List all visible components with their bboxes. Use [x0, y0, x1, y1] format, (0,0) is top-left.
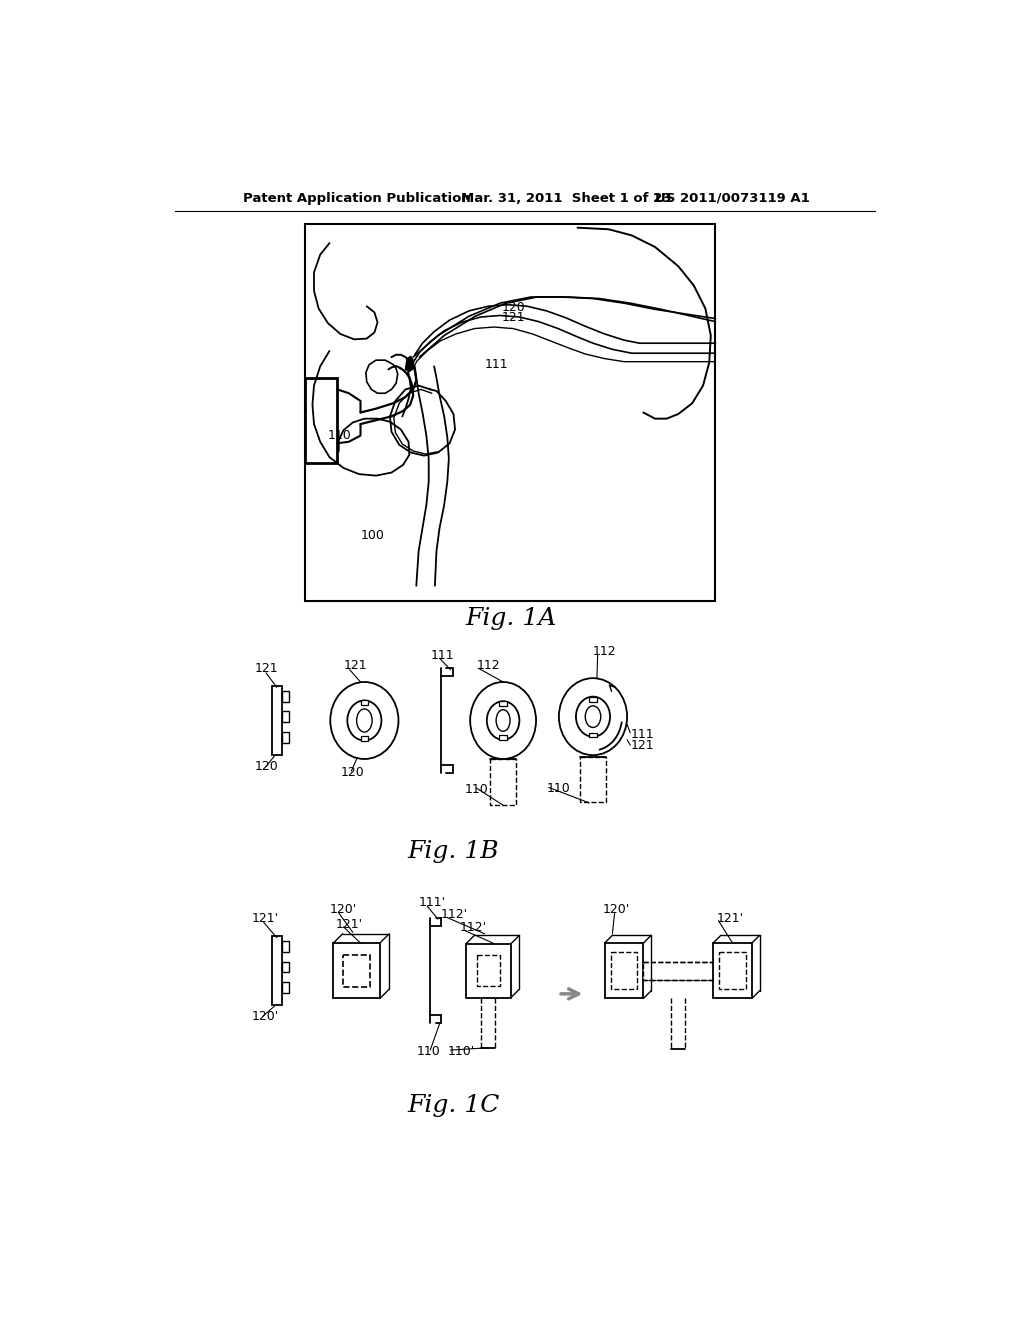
Bar — [500, 701, 507, 706]
Polygon shape — [406, 356, 414, 372]
Bar — [272, 936, 283, 1006]
Bar — [643, 961, 713, 979]
Text: 111': 111' — [419, 896, 445, 909]
Bar — [580, 758, 606, 803]
Text: 121: 121 — [343, 659, 367, 672]
Bar — [589, 697, 597, 702]
Bar — [283, 711, 289, 722]
Bar — [272, 686, 283, 755]
Bar — [283, 692, 289, 702]
Bar — [305, 224, 716, 601]
Text: 120': 120' — [330, 903, 356, 916]
Text: 112: 112 — [593, 644, 616, 657]
Text: 121': 121' — [252, 912, 280, 925]
Bar — [360, 737, 369, 741]
Bar — [360, 701, 369, 705]
Text: US 2011/0073119 A1: US 2011/0073119 A1 — [655, 191, 810, 205]
Text: 110': 110' — [449, 1045, 475, 1059]
Text: 100: 100 — [360, 529, 384, 543]
Text: 121': 121' — [717, 912, 744, 925]
Text: 110: 110 — [465, 783, 488, 796]
Bar — [466, 944, 511, 998]
Ellipse shape — [347, 701, 381, 741]
Text: Mar. 31, 2011  Sheet 1 of 23: Mar. 31, 2011 Sheet 1 of 23 — [461, 191, 672, 205]
Text: 120: 120 — [502, 301, 525, 314]
Bar — [477, 956, 500, 986]
Bar — [719, 952, 745, 989]
Text: Fig. 1A: Fig. 1A — [465, 607, 556, 631]
Text: 120: 120 — [341, 766, 365, 779]
Text: 121: 121 — [254, 661, 278, 675]
Bar — [283, 982, 289, 993]
Ellipse shape — [559, 678, 627, 755]
Ellipse shape — [470, 682, 536, 759]
Text: 121: 121 — [630, 739, 654, 752]
Ellipse shape — [575, 697, 610, 737]
Text: 110: 110 — [547, 781, 570, 795]
Text: 111: 111 — [430, 648, 454, 661]
Bar — [343, 954, 370, 987]
Text: 112': 112' — [440, 908, 467, 921]
Ellipse shape — [486, 701, 519, 739]
Bar — [283, 941, 289, 952]
Text: 110: 110 — [417, 1045, 440, 1059]
Bar — [283, 961, 289, 973]
Text: 121': 121' — [336, 917, 362, 931]
Bar — [489, 759, 516, 805]
Ellipse shape — [331, 682, 398, 759]
Bar — [713, 942, 752, 998]
Text: 121: 121 — [502, 312, 525, 325]
Bar — [334, 942, 380, 998]
Text: 112': 112' — [460, 921, 486, 935]
Bar — [589, 733, 597, 738]
Bar — [500, 735, 507, 739]
Bar — [305, 378, 337, 462]
Text: Patent Application Publication: Patent Application Publication — [243, 191, 470, 205]
Text: 111: 111 — [630, 727, 654, 741]
Text: 120': 120' — [252, 1010, 280, 1023]
Text: 111: 111 — [484, 358, 508, 371]
Text: 120: 120 — [254, 760, 279, 774]
Text: 112: 112 — [477, 659, 501, 672]
Text: Fig. 1B: Fig. 1B — [408, 840, 500, 863]
Bar — [283, 733, 289, 743]
Text: Fig. 1C: Fig. 1C — [408, 1094, 500, 1117]
Text: 120': 120' — [603, 903, 631, 916]
Bar — [611, 952, 637, 989]
Bar — [604, 942, 643, 998]
Text: 110: 110 — [328, 429, 351, 442]
